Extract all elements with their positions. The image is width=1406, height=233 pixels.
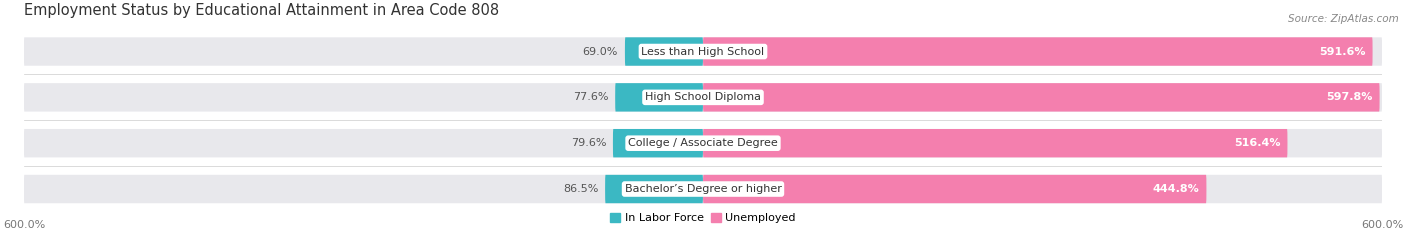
Text: College / Associate Degree: College / Associate Degree xyxy=(628,138,778,148)
FancyBboxPatch shape xyxy=(616,83,703,112)
Text: Source: ZipAtlas.com: Source: ZipAtlas.com xyxy=(1288,14,1399,24)
FancyBboxPatch shape xyxy=(703,83,1379,112)
FancyBboxPatch shape xyxy=(613,129,703,158)
Text: 86.5%: 86.5% xyxy=(562,184,599,194)
Text: 516.4%: 516.4% xyxy=(1234,138,1281,148)
Text: 444.8%: 444.8% xyxy=(1153,184,1199,194)
Text: 597.8%: 597.8% xyxy=(1326,92,1372,102)
Text: Bachelor’s Degree or higher: Bachelor’s Degree or higher xyxy=(624,184,782,194)
FancyBboxPatch shape xyxy=(703,129,1288,158)
Text: 69.0%: 69.0% xyxy=(582,47,619,57)
FancyBboxPatch shape xyxy=(24,37,1382,66)
FancyBboxPatch shape xyxy=(624,37,703,66)
Text: 591.6%: 591.6% xyxy=(1319,47,1365,57)
Legend: In Labor Force, Unemployed: In Labor Force, Unemployed xyxy=(606,208,800,227)
Text: Less than High School: Less than High School xyxy=(641,47,765,57)
FancyBboxPatch shape xyxy=(24,175,1382,203)
Text: 77.6%: 77.6% xyxy=(572,92,609,102)
FancyBboxPatch shape xyxy=(605,175,703,203)
FancyBboxPatch shape xyxy=(703,37,1372,66)
Text: High School Diploma: High School Diploma xyxy=(645,92,761,102)
FancyBboxPatch shape xyxy=(24,129,1382,158)
Text: Employment Status by Educational Attainment in Area Code 808: Employment Status by Educational Attainm… xyxy=(24,3,499,18)
FancyBboxPatch shape xyxy=(24,83,1382,112)
Text: 79.6%: 79.6% xyxy=(571,138,606,148)
FancyBboxPatch shape xyxy=(703,175,1206,203)
